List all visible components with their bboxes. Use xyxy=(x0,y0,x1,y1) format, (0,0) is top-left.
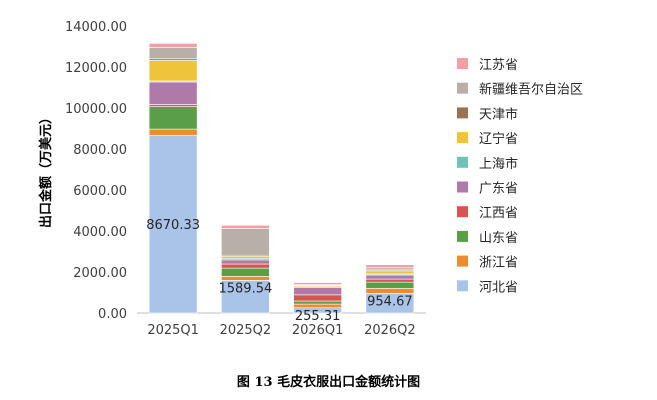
y-tick-label: 14000.00 xyxy=(65,20,127,35)
bar-segment-2025Q1-s8 xyxy=(148,47,198,60)
bar-segment-2025Q1-s0 xyxy=(148,134,198,314)
legend-label: 江苏省 xyxy=(479,57,518,73)
bar-segment-2026Q1-s9 xyxy=(293,282,342,285)
legend-label: 天津市 xyxy=(479,106,518,122)
legend-swatch xyxy=(457,255,468,267)
bar-segment-2026Q1-s2 xyxy=(293,300,342,305)
data-label: 8670.33 xyxy=(146,218,200,233)
legend-label: 山东省 xyxy=(479,231,518,246)
legend-label: 河北省 xyxy=(479,280,518,295)
bar-segment-2026Q2-s3 xyxy=(365,278,415,283)
bar-segment-2026Q2-s6 xyxy=(365,270,415,275)
bar-segment-2026Q1-s4 xyxy=(293,287,342,296)
y-tick-label: 2000.00 xyxy=(73,266,127,281)
data-label: 1589.54 xyxy=(218,281,272,296)
data-label: 255.31 xyxy=(295,309,341,324)
bar-segment-2026Q1-s1 xyxy=(293,303,342,309)
legend-label: 新疆维吾尔自治区 xyxy=(479,82,583,98)
bar-segment-2026Q2-s4 xyxy=(365,274,415,280)
data-label: 954.67 xyxy=(367,294,413,309)
y-tick-label: 8000.00 xyxy=(73,143,127,158)
bar-segment-2026Q2-s1 xyxy=(365,288,415,294)
bar-segment-2025Q2-s8 xyxy=(221,228,270,256)
bar-segment-2025Q2-s9 xyxy=(221,224,270,229)
legend-swatch xyxy=(457,230,468,242)
legend-label: 浙江省 xyxy=(479,256,518,271)
bar-segment-2025Q1-s6 xyxy=(148,60,198,82)
legend-swatch xyxy=(457,156,468,168)
x-tick-label: 2026Q1 xyxy=(292,323,344,338)
legend-swatch xyxy=(457,82,468,94)
figure-caption: 图 13 毛皮衣服出口金额统计图 xyxy=(236,375,421,390)
bar-segment-2025Q2-s3 xyxy=(221,263,270,269)
bar-segment-2026Q2-s9 xyxy=(365,264,415,269)
legend-label: 江西省 xyxy=(479,206,518,221)
bar-segment-2025Q1-s4 xyxy=(148,81,198,105)
legend-label: 广东省 xyxy=(479,182,518,197)
bar-segment-2025Q2-s1 xyxy=(221,276,270,281)
bar-segment-2025Q2-s4 xyxy=(221,259,270,265)
y-tick-label: 4000.00 xyxy=(73,225,127,240)
legend-swatch xyxy=(457,107,468,119)
bar-segment-2026Q2-s8 xyxy=(365,267,415,271)
y-tick-label: 12000.00 xyxy=(65,61,127,76)
legend-swatch xyxy=(457,58,468,69)
legend-swatch xyxy=(457,280,468,292)
x-tick-label: 2025Q1 xyxy=(147,323,199,338)
legend-swatch xyxy=(457,206,468,218)
bar-segment-2025Q1-s2 xyxy=(148,106,198,130)
bar-segment-2026Q1-s3 xyxy=(293,294,342,302)
y-tick-label: 10000.00 xyxy=(65,102,127,117)
bar-segment-2025Q2-s2 xyxy=(221,267,270,277)
legend-label: 辽宁省 xyxy=(479,131,518,147)
x-tick-label: 2026Q2 xyxy=(364,323,416,338)
bar-segment-2025Q1-s9 xyxy=(148,43,198,48)
legend-swatch xyxy=(457,181,468,193)
bar-segment-2025Q1-s1 xyxy=(148,128,198,136)
y-tick-label: 6000.00 xyxy=(73,184,127,199)
legend-label: 上海市 xyxy=(479,156,518,172)
bar-segment-2025Q2-s6 xyxy=(221,255,270,259)
bar-segment-2025Q1-s3 xyxy=(148,104,198,107)
y-tick-label: 0.00 xyxy=(98,307,127,322)
x-tick-label: 2025Q2 xyxy=(220,323,272,338)
bar-segment-2026Q2-s2 xyxy=(365,281,415,289)
legend-swatch xyxy=(457,132,468,144)
y-axis-title: 出口金额（万美元） xyxy=(38,111,54,228)
